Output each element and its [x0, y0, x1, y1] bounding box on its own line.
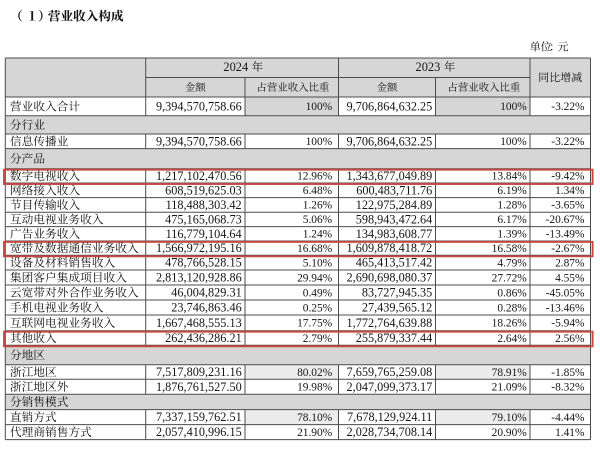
- svg-text:1,566,972,195.16: 1,566,972,195.16: [156, 241, 242, 255]
- svg-text:100%: 100%: [500, 136, 527, 148]
- svg-text:-1.85%: -1.85%: [551, 367, 585, 379]
- svg-text:7,659,765,259.08: 7,659,765,259.08: [347, 365, 433, 379]
- svg-text:27.72%: 27.72%: [492, 272, 528, 284]
- svg-text:-3.22%: -3.22%: [551, 136, 585, 148]
- svg-text:2,813,120,928.86: 2,813,120,928.86: [156, 271, 242, 285]
- svg-text:1.26%: 1.26%: [303, 200, 333, 212]
- svg-text:2023: 2023: [416, 60, 441, 74]
- svg-text:0.28%: 0.28%: [497, 302, 527, 314]
- svg-text:20.90%: 20.90%: [492, 427, 528, 439]
- svg-text:1,667,468,555.13: 1,667,468,555.13: [156, 316, 242, 330]
- svg-text:2,690,698,080.37: 2,690,698,080.37: [347, 271, 433, 285]
- svg-text:1,217,102,470.56: 1,217,102,470.56: [156, 169, 242, 183]
- svg-text:7,517,809,231.16: 7,517,809,231.16: [156, 365, 242, 379]
- svg-text:1,609,878,418.72: 1,609,878,418.72: [347, 241, 433, 255]
- svg-text:100%: 100%: [500, 101, 527, 113]
- svg-text:29.94%: 29.94%: [297, 272, 333, 284]
- svg-text:1.34%: 1.34%: [555, 185, 585, 197]
- svg-text:0.86%: 0.86%: [497, 287, 527, 299]
- svg-text:21.09%: 21.09%: [492, 382, 528, 394]
- svg-text:478,766,528.15: 478,766,528.15: [165, 256, 242, 270]
- svg-text:1.28%: 1.28%: [497, 200, 527, 212]
- svg-text:2,047,099,373.17: 2,047,099,373.17: [347, 380, 433, 394]
- svg-text:100%: 100%: [306, 101, 333, 113]
- svg-text:17.75%: 17.75%: [297, 318, 333, 330]
- svg-text:80.02%: 80.02%: [297, 367, 333, 379]
- svg-text:4.55%: 4.55%: [555, 272, 585, 284]
- svg-text:12.96%: 12.96%: [297, 171, 333, 183]
- svg-text:-13.49%: -13.49%: [546, 229, 585, 241]
- svg-text:-5.94%: -5.94%: [551, 318, 585, 330]
- svg-text:83,727,945.35: 83,727,945.35: [362, 286, 432, 300]
- svg-text:27,439,565.12: 27,439,565.12: [362, 301, 432, 315]
- svg-text:118,488,303.42: 118,488,303.42: [166, 198, 242, 212]
- svg-text:7,337,159,762.51: 7,337,159,762.51: [156, 410, 242, 424]
- svg-text:6.19%: 6.19%: [497, 185, 527, 197]
- svg-text:600,483,711.76: 600,483,711.76: [356, 183, 432, 197]
- svg-text:2.87%: 2.87%: [555, 257, 585, 269]
- svg-text:9,394,570,758.66: 9,394,570,758.66: [156, 134, 242, 148]
- svg-text:-45.05%: -45.05%: [546, 287, 585, 299]
- svg-text:5.06%: 5.06%: [303, 214, 333, 226]
- svg-text:-3.65%: -3.65%: [551, 200, 585, 212]
- svg-text:7,678,129,924.11: 7,678,129,924.11: [347, 410, 432, 424]
- svg-text:255,879,337.44: 255,879,337.44: [356, 331, 433, 345]
- svg-text:2.56%: 2.56%: [555, 333, 585, 345]
- svg-text:9,706,864,632.25: 9,706,864,632.25: [347, 99, 433, 113]
- svg-text:78.10%: 78.10%: [297, 412, 333, 424]
- svg-text:13.84%: 13.84%: [492, 171, 528, 183]
- svg-text:-20.67%: -20.67%: [546, 214, 585, 226]
- svg-text:1.24%: 1.24%: [303, 229, 333, 241]
- svg-text:-9.42%: -9.42%: [551, 171, 585, 183]
- svg-text:16.68%: 16.68%: [297, 243, 333, 255]
- svg-text:19.98%: 19.98%: [297, 382, 333, 394]
- svg-text:21.90%: 21.90%: [297, 427, 333, 439]
- svg-text:1.39%: 1.39%: [497, 229, 527, 241]
- svg-text:4.79%: 4.79%: [497, 257, 527, 269]
- svg-text:116,779,104.64: 116,779,104.64: [166, 227, 242, 241]
- svg-text:100%: 100%: [306, 136, 333, 148]
- svg-text:-4.44%: -4.44%: [551, 412, 585, 424]
- svg-text:1,772,764,639.88: 1,772,764,639.88: [347, 316, 433, 330]
- svg-text:1,343,677,049.89: 1,343,677,049.89: [347, 169, 433, 183]
- svg-text:2.79%: 2.79%: [303, 333, 333, 345]
- svg-text:-2.67%: -2.67%: [551, 243, 585, 255]
- svg-text:0.25%: 0.25%: [303, 302, 333, 314]
- svg-text:9,394,570,758.66: 9,394,570,758.66: [156, 99, 242, 113]
- svg-text:18.26%: 18.26%: [492, 318, 528, 330]
- svg-text:2024: 2024: [223, 60, 248, 74]
- svg-text:475,165,068.73: 475,165,068.73: [165, 212, 242, 226]
- svg-text:78.91%: 78.91%: [492, 367, 528, 379]
- svg-text:9,706,864,632.25: 9,706,864,632.25: [347, 134, 433, 148]
- svg-text:23,746,863.46: 23,746,863.46: [171, 301, 241, 315]
- svg-text:46,004,829.31: 46,004,829.31: [171, 286, 241, 300]
- svg-text:1,876,761,527.50: 1,876,761,527.50: [156, 380, 242, 394]
- svg-text:122,975,284.89: 122,975,284.89: [356, 198, 433, 212]
- svg-text:598,943,472.64: 598,943,472.64: [356, 212, 433, 226]
- svg-text:465,413,517.42: 465,413,517.42: [356, 256, 433, 270]
- svg-text:-13.46%: -13.46%: [546, 302, 585, 314]
- svg-text:-8.32%: -8.32%: [551, 382, 585, 394]
- svg-text:79.10%: 79.10%: [492, 412, 528, 424]
- svg-text:2,028,734,708.14: 2,028,734,708.14: [347, 425, 433, 439]
- svg-text:608,519,625.03: 608,519,625.03: [165, 183, 242, 197]
- svg-text:2.64%: 2.64%: [497, 333, 527, 345]
- svg-text:16.58%: 16.58%: [492, 243, 528, 255]
- svg-text:262,436,286.21: 262,436,286.21: [165, 331, 242, 345]
- svg-text:-3.22%: -3.22%: [551, 101, 585, 113]
- svg-text:0.49%: 0.49%: [303, 287, 333, 299]
- svg-text:5.10%: 5.10%: [303, 257, 333, 269]
- svg-text:134,983,608.77: 134,983,608.77: [356, 227, 433, 241]
- svg-text:1.41%: 1.41%: [555, 427, 585, 439]
- svg-text:2,057,410,996.15: 2,057,410,996.15: [156, 425, 242, 439]
- svg-text:6.48%: 6.48%: [303, 185, 333, 197]
- svg-text:6.17%: 6.17%: [497, 214, 527, 226]
